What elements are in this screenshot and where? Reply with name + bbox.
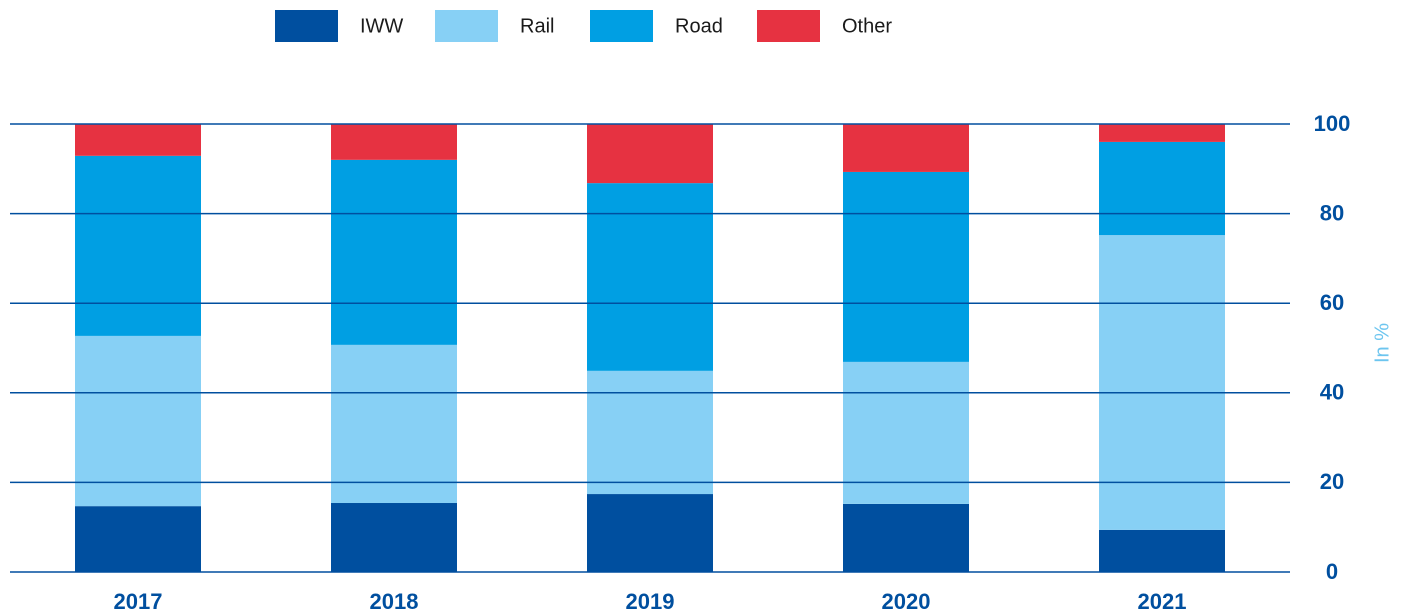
bar-segment (587, 494, 713, 572)
y-tick-label: 100 (1314, 111, 1351, 136)
bar-segment (75, 335, 201, 507)
legend-swatch (590, 10, 653, 42)
bar-segment (75, 155, 201, 336)
x-tick-label: 2017 (114, 589, 163, 614)
bar-segment (843, 171, 969, 362)
bar-segment (843, 361, 969, 504)
bar-segment (1099, 235, 1225, 530)
bar-segment (843, 503, 969, 572)
bar-segment (587, 124, 713, 184)
y-tick-label: 40 (1320, 380, 1344, 405)
bar-segment (1099, 124, 1225, 142)
legend-swatch (435, 10, 498, 42)
legend-label: Other (842, 15, 892, 37)
bar-segment (331, 124, 457, 160)
x-tick-label: 2019 (626, 589, 675, 614)
legend-label: Road (675, 15, 723, 37)
bar-segment (843, 124, 969, 172)
legend-swatch (757, 10, 820, 42)
legend-label: Rail (520, 15, 554, 37)
bar-segment (331, 159, 457, 345)
x-tick-label: 2018 (370, 589, 419, 614)
y-tick-label: 60 (1320, 290, 1344, 315)
bar-segment (75, 506, 201, 572)
bar-segment (331, 503, 457, 572)
x-tick-label: 2021 (1138, 589, 1187, 614)
x-tick-label: 2020 (882, 589, 931, 614)
bar-segment (587, 183, 713, 371)
y-tick-label: 20 (1320, 469, 1344, 494)
bar-segment (331, 344, 457, 504)
bar-segment (587, 370, 713, 495)
bar-segment (75, 124, 201, 156)
y-tick-label: 80 (1320, 200, 1344, 225)
legend-swatch (275, 10, 338, 42)
bar-segment (1099, 529, 1225, 572)
y-tick-label: 0 (1326, 559, 1338, 584)
y-axis-label: In % (1371, 323, 1393, 363)
legend-label: IWW (360, 15, 403, 37)
bar-segment (1099, 141, 1225, 236)
